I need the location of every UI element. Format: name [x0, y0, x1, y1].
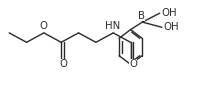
Text: O: O: [129, 59, 137, 69]
Text: OH: OH: [164, 22, 179, 32]
Text: O: O: [40, 21, 48, 31]
Text: O: O: [60, 59, 68, 69]
Text: B: B: [138, 11, 145, 21]
Text: HN: HN: [105, 21, 120, 31]
Text: OH: OH: [161, 8, 177, 18]
